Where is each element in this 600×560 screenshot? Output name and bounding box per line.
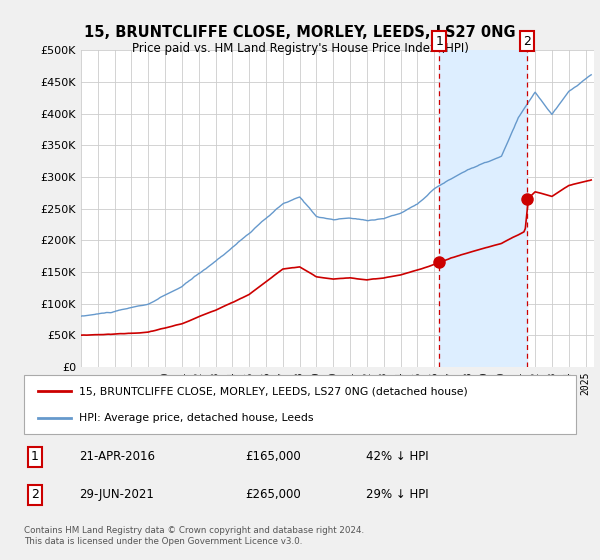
Text: Price paid vs. HM Land Registry's House Price Index (HPI): Price paid vs. HM Land Registry's House … xyxy=(131,42,469,55)
Text: 1: 1 xyxy=(436,35,443,48)
Text: 42% ↓ HPI: 42% ↓ HPI xyxy=(366,450,429,463)
Text: Contains HM Land Registry data © Crown copyright and database right 2024.
This d: Contains HM Land Registry data © Crown c… xyxy=(24,526,364,546)
Text: £165,000: £165,000 xyxy=(245,450,301,463)
Text: 1: 1 xyxy=(31,450,39,463)
Text: HPI: Average price, detached house, Leeds: HPI: Average price, detached house, Leed… xyxy=(79,413,314,423)
Text: 15, BRUNTCLIFFE CLOSE, MORLEY, LEEDS, LS27 0NG (detached house): 15, BRUNTCLIFFE CLOSE, MORLEY, LEEDS, LS… xyxy=(79,386,468,396)
Text: £265,000: £265,000 xyxy=(245,488,301,501)
Text: 2: 2 xyxy=(31,488,39,501)
Text: 21-APR-2016: 21-APR-2016 xyxy=(79,450,155,463)
FancyBboxPatch shape xyxy=(24,375,576,434)
Bar xyxy=(439,50,527,367)
Text: 2: 2 xyxy=(523,35,530,48)
Text: 29% ↓ HPI: 29% ↓ HPI xyxy=(366,488,429,501)
Text: 29-JUN-2021: 29-JUN-2021 xyxy=(79,488,154,501)
Text: 15, BRUNTCLIFFE CLOSE, MORLEY, LEEDS, LS27 0NG: 15, BRUNTCLIFFE CLOSE, MORLEY, LEEDS, LS… xyxy=(84,25,516,40)
